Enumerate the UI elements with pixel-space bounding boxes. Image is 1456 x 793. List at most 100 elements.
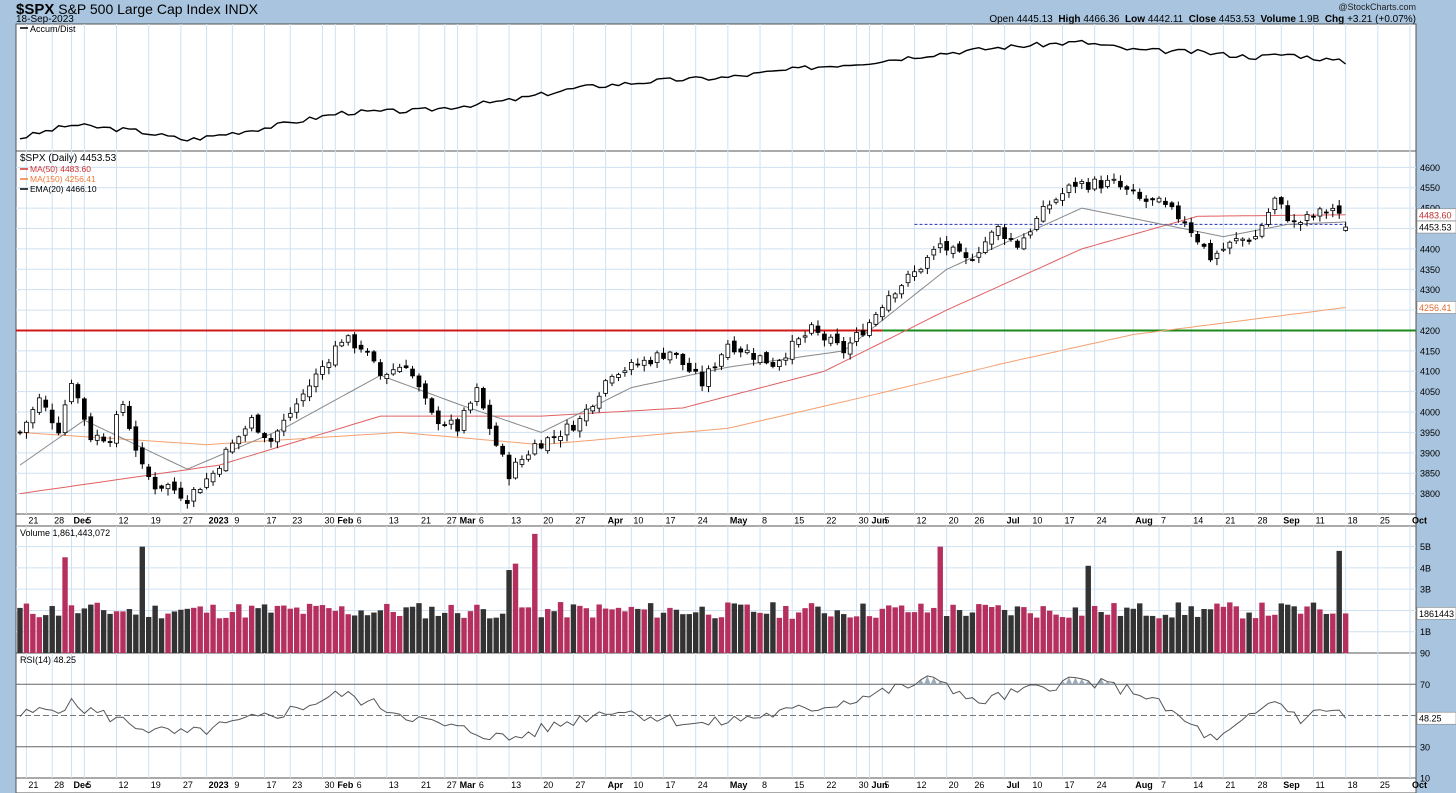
volume-bar	[499, 613, 506, 653]
candle-body	[899, 285, 904, 295]
candle-body	[538, 443, 544, 449]
candle-body	[545, 437, 551, 452]
volume-bar	[1201, 609, 1207, 653]
candle-body	[435, 410, 441, 425]
candle	[1092, 176, 1098, 192]
date-tick-label: Feb	[337, 780, 354, 790]
candle	[1246, 237, 1252, 245]
candle-body	[1015, 240, 1020, 248]
candle	[764, 351, 769, 365]
candle-body	[139, 447, 145, 465]
candle	[506, 451, 512, 486]
date-tick-label: Jun	[871, 780, 887, 790]
candle-body	[583, 408, 589, 422]
candle	[62, 399, 68, 436]
candle-body	[886, 295, 892, 311]
candle	[1304, 211, 1310, 227]
candle-body	[416, 375, 422, 388]
date-tick-label: 24	[1097, 780, 1107, 790]
candle	[345, 334, 351, 346]
date-tick-label: 30	[324, 780, 334, 790]
overlay-ema20	[19, 207, 1346, 470]
candle	[1066, 183, 1072, 198]
candle	[545, 436, 551, 454]
candle-body	[352, 334, 357, 349]
candle	[1002, 223, 1007, 245]
candle	[1266, 208, 1271, 227]
volume-bar	[1072, 607, 1079, 653]
date-tick-label: 27	[447, 516, 457, 526]
candle-body	[345, 335, 351, 343]
candle-body	[236, 436, 242, 445]
candle-body	[1304, 214, 1310, 221]
candle	[184, 495, 190, 509]
volume-bar	[989, 607, 995, 653]
date-tick-label: 24	[698, 780, 708, 790]
candle-body	[223, 448, 229, 472]
volume-bar	[1053, 614, 1059, 653]
volume-bar	[995, 605, 1001, 653]
candle-body	[1201, 243, 1207, 247]
candle-body	[1169, 202, 1175, 208]
candle	[493, 422, 499, 447]
date-tick-label: 22	[826, 516, 836, 526]
volume-bar	[660, 612, 667, 653]
candle-body	[1343, 226, 1348, 231]
volume-bar	[1130, 608, 1136, 653]
legend-label: MA(150) 4256.41	[30, 174, 96, 184]
volume-bar	[937, 546, 943, 653]
candle	[262, 432, 267, 443]
candle	[1150, 197, 1155, 206]
candle-body	[1336, 205, 1342, 214]
candle	[75, 382, 81, 404]
candle-body	[481, 388, 486, 409]
candle-body	[191, 489, 197, 502]
date-tick-label: Apr	[608, 780, 624, 790]
candle	[455, 417, 460, 437]
volume-tag	[1416, 607, 1456, 620]
candle-body	[757, 355, 763, 364]
volume-bar	[1014, 606, 1021, 653]
candle	[571, 420, 576, 432]
candle	[172, 477, 177, 494]
volume-bar	[757, 612, 763, 653]
candle	[822, 331, 827, 347]
volume-bar	[1066, 617, 1072, 653]
date-tick-label: Oct	[1412, 780, 1427, 790]
volume-bar	[1162, 614, 1169, 653]
candle-body	[17, 431, 23, 434]
candle	[423, 380, 428, 405]
candle-body	[1111, 178, 1117, 181]
volume-label: Volume	[1260, 14, 1296, 25]
volume-bar	[828, 616, 834, 653]
candle	[352, 332, 357, 354]
candle-body	[429, 398, 435, 413]
candle	[1214, 250, 1220, 266]
date-tick-label: 17	[267, 516, 277, 526]
candle	[674, 351, 679, 359]
candle-body	[1137, 191, 1143, 199]
volume-bar	[319, 605, 326, 653]
candle	[854, 327, 859, 346]
candle-body	[609, 375, 615, 384]
candle-body	[1253, 236, 1258, 240]
candle-body	[474, 387, 480, 402]
volume-bar	[442, 612, 448, 653]
volume-bar	[680, 614, 686, 653]
legend-label: MA(50) 4483.60	[30, 164, 91, 174]
candle-body	[667, 351, 673, 361]
volume-bar	[1214, 603, 1220, 653]
candle	[802, 331, 808, 343]
candle	[1285, 200, 1291, 223]
candle	[332, 340, 338, 368]
candle-body	[783, 357, 789, 361]
volume-bar	[467, 611, 474, 653]
volume-bar	[1169, 617, 1175, 653]
volume-bar	[532, 533, 538, 653]
candle-body	[1073, 181, 1078, 187]
candle	[629, 359, 634, 376]
candle	[384, 372, 390, 385]
close-label: Close	[1188, 14, 1217, 25]
volume-bar	[1104, 614, 1111, 653]
candle	[719, 353, 724, 371]
